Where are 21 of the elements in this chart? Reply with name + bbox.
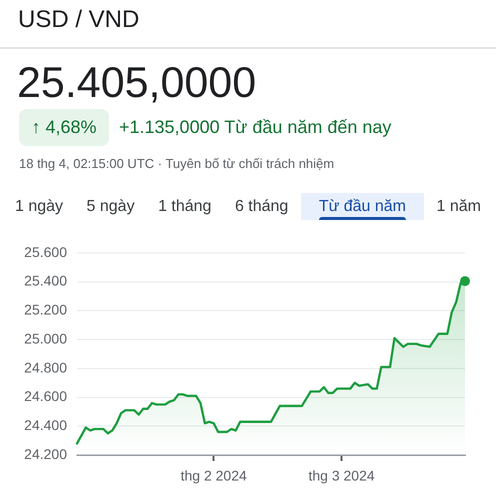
y-tick-label: 24.200 bbox=[24, 446, 68, 462]
y-tick-label: 24.600 bbox=[24, 388, 68, 404]
text: 1 tháng bbox=[157, 197, 212, 217]
chart-subtitle: 25.405,0000 bbox=[17, 58, 256, 108]
selected-tab: Từ đầu năm bbox=[300, 193, 424, 220]
y-tick-label: 24.800 bbox=[24, 359, 68, 376]
y-tick-label: 24.400 bbox=[24, 417, 68, 433]
text: 5 ngày bbox=[86, 197, 136, 217]
y-tick-label: 25.000 bbox=[24, 330, 68, 346]
text: +1.135,0000 Từ đầu năm đến nay bbox=[119, 116, 392, 139]
text: 18 thg 4, 02:15:00 UTC · Tuyên bố từ chối trách nhiệm bbox=[19, 156, 334, 172]
text: 6 tháng bbox=[234, 197, 290, 217]
y-tick-label: 25.400 bbox=[24, 272, 68, 289]
x-tick-label: thg 3 2024 bbox=[308, 467, 375, 484]
change-badge: ↑ 4,68% bbox=[19, 109, 109, 146]
x-tick-label: thg 2 2024 bbox=[180, 467, 247, 484]
y-tick-label: 25.600 bbox=[24, 244, 68, 260]
text: 1 năm bbox=[436, 197, 482, 217]
y-tick-label: 25.200 bbox=[24, 302, 68, 318]
text: 1 ngày bbox=[14, 197, 64, 217]
chart-title: USD / VND bbox=[18, 6, 140, 34]
